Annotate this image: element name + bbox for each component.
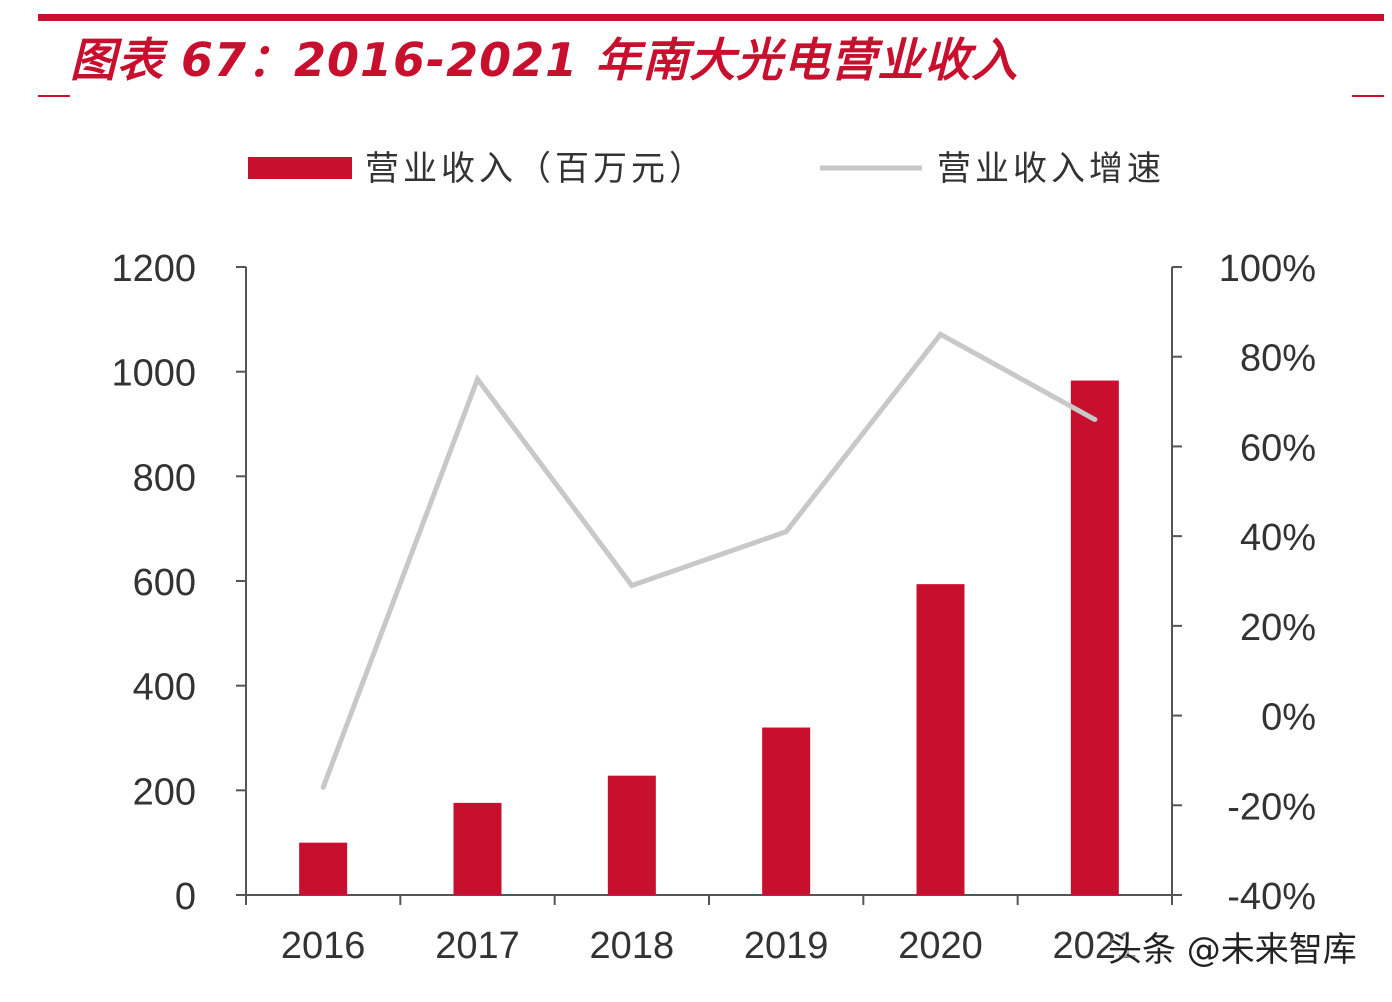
x-axis-tick-label: 2016 bbox=[281, 925, 366, 967]
left-axis-tick-label: 400 bbox=[133, 667, 196, 709]
bar-revenue-2018 bbox=[607, 775, 656, 895]
growth-point-2016 bbox=[320, 784, 326, 790]
legend-bar-swatch bbox=[248, 157, 352, 179]
growth-point-2021 bbox=[1092, 417, 1098, 423]
x-axis-tick-label: 2017 bbox=[435, 925, 520, 967]
right-axis-tick-label: 20% bbox=[1240, 607, 1316, 649]
growth-line bbox=[320, 331, 1097, 789]
growth-point-2020 bbox=[938, 331, 943, 337]
growth-point-2018 bbox=[629, 582, 635, 588]
title-rule-left bbox=[38, 95, 70, 97]
right-axis-tick-label: 0% bbox=[1261, 697, 1316, 739]
right-axis-tick-label: 60% bbox=[1240, 427, 1316, 469]
right-axis-tick-label: 80% bbox=[1240, 338, 1316, 380]
left-axis-tick-label: 800 bbox=[133, 457, 196, 499]
growth-point-2019 bbox=[783, 529, 789, 535]
bar-revenue-2020 bbox=[916, 584, 965, 895]
bar-revenue-2021 bbox=[1070, 380, 1119, 895]
x-axis-tick-label: 2021 bbox=[1053, 925, 1138, 967]
right-axis-tick-label: 40% bbox=[1240, 517, 1316, 559]
left-axis-tick-label: 1000 bbox=[111, 353, 196, 395]
x-axis-tick-label: 2018 bbox=[590, 925, 675, 967]
growth-point-2017 bbox=[475, 376, 480, 382]
chart-title: 图表 67：2016-2021 年南大光电营业收入 bbox=[70, 33, 1019, 87]
right-axis-tick-label: -40% bbox=[1227, 876, 1316, 918]
left-axis-tick-label: 1200 bbox=[111, 248, 196, 290]
watermark: 头条 @未来智库 bbox=[1108, 930, 1357, 970]
legend-label-revenue: 营业收入（百万元） bbox=[365, 149, 707, 189]
right-axis-tick-label: 100% bbox=[1219, 248, 1316, 290]
left-axis-tick-label: 200 bbox=[133, 771, 196, 813]
legend-label-growth: 营业收入增速 bbox=[937, 149, 1165, 189]
left-axis-tick-label: 600 bbox=[133, 562, 196, 604]
x-axis-tick-label: 2020 bbox=[898, 925, 983, 967]
bar-revenue-2017 bbox=[453, 802, 502, 895]
right-axis-tick-label: -20% bbox=[1227, 786, 1316, 828]
title-rule-right bbox=[1352, 95, 1384, 97]
left-axis-tick-label: 0 bbox=[175, 876, 196, 918]
x-axis-tick-label: 2019 bbox=[744, 925, 829, 967]
bar-revenue-2016 bbox=[299, 842, 348, 895]
bar-revenue-2019 bbox=[762, 727, 811, 895]
title-accent-bar bbox=[38, 14, 1384, 21]
